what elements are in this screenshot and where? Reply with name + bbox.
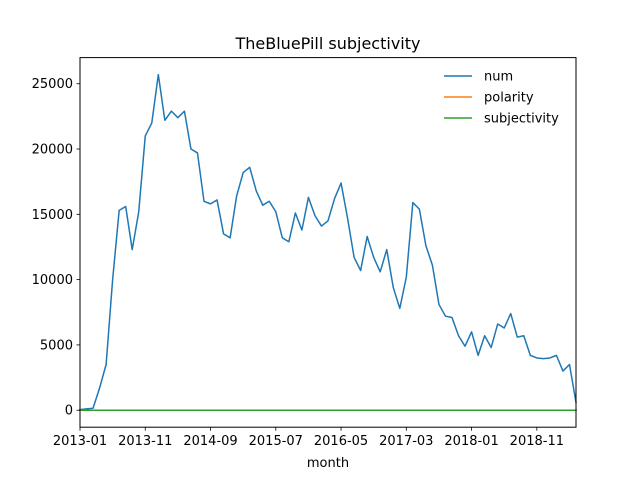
- y-axis: 0 5000 10000 15000 20000 25000: [32, 77, 80, 419]
- x-axis-label: month: [307, 456, 349, 471]
- legend-label-num: num: [484, 70, 513, 85]
- x-tick-label: 2017-03: [379, 434, 433, 449]
- series-line-num: [79, 73, 577, 411]
- legend: num polarity subjectivity: [444, 70, 559, 127]
- y-tick-label: 25000: [32, 77, 73, 92]
- x-tick-label: 2013-01: [53, 434, 107, 449]
- x-tick-label: 2018-01: [444, 434, 498, 449]
- x-axis: 2013-01 2013-11 2014-09 2015-07 2016-05 2017-…: [53, 427, 564, 449]
- series-layer: [79, 73, 577, 411]
- plot-frame: [79, 57, 577, 428]
- x-tick-label: 2013-11: [118, 434, 172, 449]
- y-tick-label: 15000: [32, 208, 73, 223]
- legend-label-subjectivity: subjectivity: [484, 112, 559, 127]
- y-tick-label: 5000: [40, 338, 73, 353]
- x-tick-label: 2016-05: [314, 434, 368, 449]
- x-tick-label: 2015-07: [249, 434, 303, 449]
- x-tick-label: 2014-09: [183, 434, 237, 449]
- y-tick-label: 10000: [32, 273, 73, 288]
- chart-title: TheBluePill subjectivity: [235, 34, 421, 53]
- y-tick-label: 20000: [32, 143, 73, 158]
- x-tick-label: 2018-11: [510, 434, 564, 449]
- y-tick-label: 0: [65, 404, 73, 419]
- legend-label-polarity: polarity: [484, 91, 534, 106]
